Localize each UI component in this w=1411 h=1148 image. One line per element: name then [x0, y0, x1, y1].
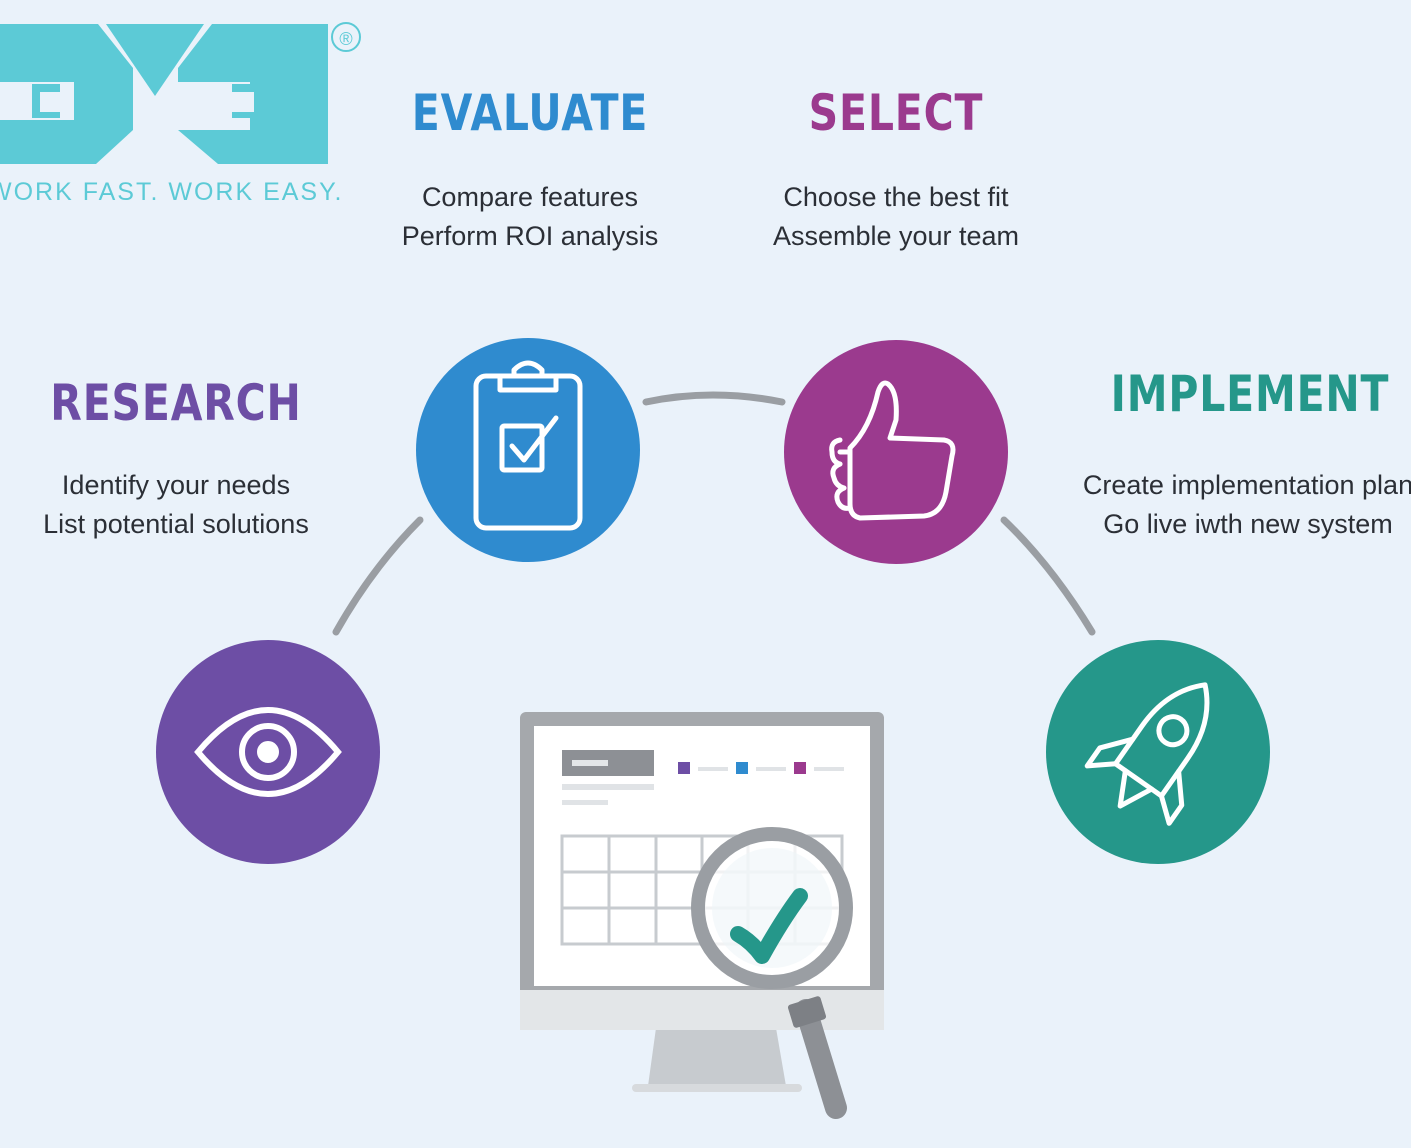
- connector-evaluate-select: [642, 391, 786, 406]
- step-title-research: RESEARCH: [50, 374, 302, 432]
- step-circle-evaluate: [416, 338, 640, 562]
- step-line: Create implementation plan: [1082, 470, 1411, 500]
- step-line: Go live iwth new system: [1103, 509, 1393, 539]
- step-circle-research: [156, 640, 380, 864]
- monitor-magnifier-check-icon: [520, 712, 884, 1119]
- step-circle-bg: [784, 340, 1008, 564]
- step-title-implement: IMPLEMENT: [1110, 365, 1390, 423]
- step-circle-select: [784, 340, 1008, 564]
- connector-research-evaluate: [332, 516, 424, 636]
- step-desc-implement: Create implementation plan Go live iwth …: [1048, 466, 1411, 544]
- brand-tagline: WORK FAST. WORK EASY.: [0, 178, 344, 206]
- step-circle-bg: [416, 338, 640, 562]
- step-line: Perform ROI analysis: [401, 221, 659, 251]
- connector-select-implement: [1000, 516, 1096, 636]
- clipboard-check-icon: [473, 360, 583, 531]
- step-desc-select: Choose the best fit Assemble your team: [696, 178, 1096, 256]
- step-desc-research: Identify your needs List potential solut…: [0, 466, 376, 544]
- registered-mark: ®: [331, 22, 361, 52]
- rocket-icon: [1084, 682, 1210, 826]
- thumbs-up-icon: [829, 380, 956, 521]
- step-line: Assemble your team: [772, 221, 1020, 251]
- check-icon: [730, 888, 808, 964]
- step-title-select: SELECT: [808, 84, 984, 142]
- step-title-evaluate: EVALUATE: [411, 84, 649, 142]
- step-line: Identify your needs: [61, 470, 291, 500]
- magnifier: [691, 827, 853, 1119]
- step-line: Choose the best fit: [783, 182, 1009, 212]
- logo-mark: [0, 24, 328, 164]
- step-circle-bg: [1046, 640, 1270, 864]
- eye-icon: [194, 707, 342, 797]
- step-line: Compare features: [421, 182, 639, 212]
- step-line: List potential solutions: [43, 509, 309, 539]
- step-circle-implement: [1046, 640, 1270, 864]
- connectors: [332, 391, 1096, 636]
- step-desc-evaluate: Compare features Perform ROI analysis: [330, 178, 730, 256]
